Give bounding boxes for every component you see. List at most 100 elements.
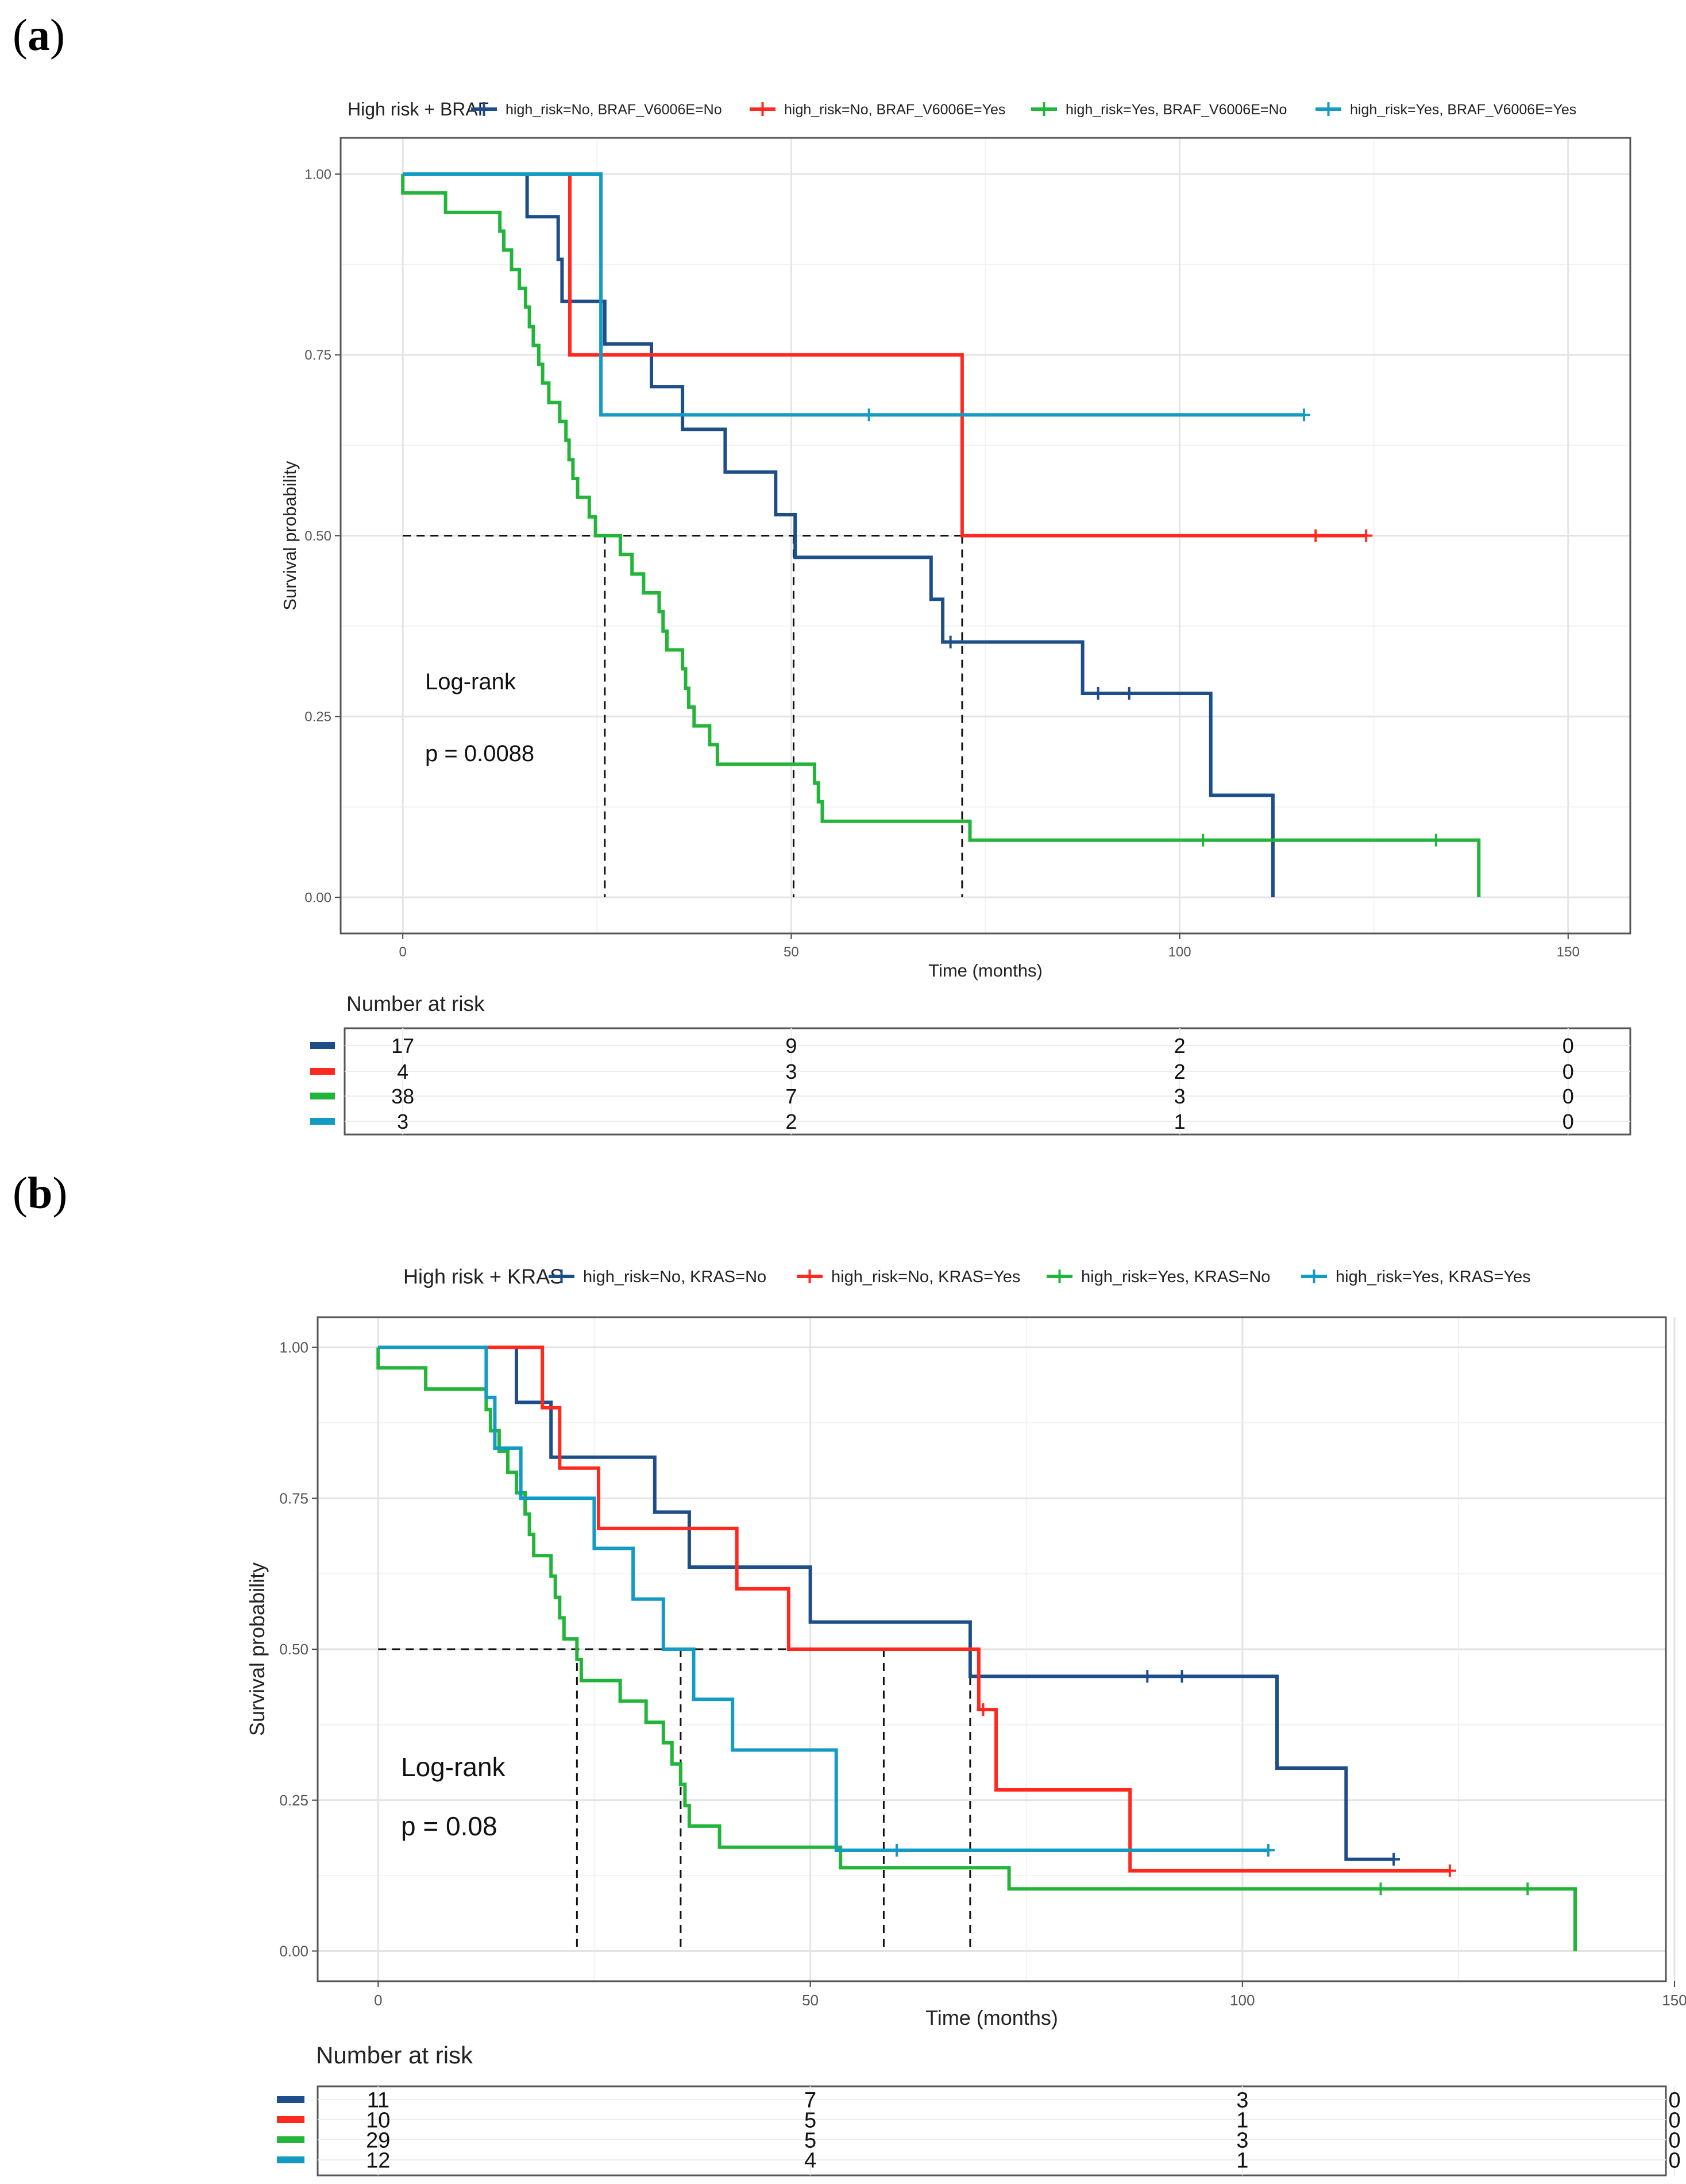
risk-table-border (344, 1027, 1631, 1136)
x-tick-label: 150 (1662, 1992, 1686, 2009)
risk-count: 1 (1236, 2149, 1248, 2173)
x-tick-label: 150 (1557, 944, 1580, 960)
risk-count: 5 (804, 2109, 816, 2133)
plot-border (339, 137, 1631, 935)
risk-count: 11 (367, 2089, 389, 2113)
logrank-label: Log-rank (425, 669, 516, 694)
risk-count: 0 (1562, 1110, 1574, 1133)
x-tick-label: 0 (374, 1992, 382, 2009)
y-tick-label: 0.50 (279, 1641, 308, 1658)
censor-mark (1309, 529, 1322, 542)
y-tick-label: 0.25 (304, 709, 331, 725)
km-curve-series-1 (403, 172, 1275, 897)
km-curve-series-4 (403, 172, 1304, 417)
censor-mark (1122, 686, 1136, 700)
km-curve-series-1 (378, 1345, 1394, 1861)
risk-count: 2 (1174, 1034, 1186, 1058)
censor-mark (1297, 408, 1310, 422)
risk-count: 0 (1562, 1034, 1574, 1058)
risk-count: 17 (391, 1034, 414, 1058)
p-value-label: p = 0.0088 (425, 741, 534, 766)
risk-count: 1 (1174, 1110, 1186, 1133)
censor-mark (1091, 686, 1105, 700)
risk-count: 3 (785, 1060, 797, 1083)
legend-item: high_risk=No, BRAF_V6006E=Yes (784, 102, 1005, 118)
risk-count: 0 (1562, 1060, 1574, 1083)
legend-item: high_risk=Yes, KRAS=No (1081, 1268, 1270, 1286)
risk-count: 7 (785, 1085, 797, 1108)
risk-count: 0 (1562, 1085, 1574, 1108)
km-curve-series-3 (401, 174, 1481, 897)
risk-table-border (317, 2085, 1667, 2177)
risk-count: 4 (397, 1060, 408, 1083)
x-tick-label: 0 (399, 944, 407, 960)
risk-count: 0 (1668, 2149, 1680, 2173)
censor-mark (862, 408, 875, 422)
censor-mark (1429, 834, 1442, 847)
y-tick-label: 1.00 (279, 1339, 308, 1356)
panel-b-label: (b) (13, 1168, 68, 1218)
legend-item: high_risk=No, KRAS=Yes (831, 1268, 1020, 1286)
censor-mark (1360, 529, 1373, 542)
y-tick-label: 0.75 (304, 348, 331, 363)
y-axis-label: Survival probability (280, 461, 300, 611)
risk-count: 2 (785, 1110, 797, 1133)
y-tick-label: 0.50 (304, 528, 331, 544)
risk-table-title: Number at risk (316, 2042, 473, 2069)
km-curve-series-4 (378, 1345, 1268, 1852)
censor-mark (890, 1843, 904, 1857)
legend-item: high_risk=Yes, KRAS=Yes (1336, 1268, 1531, 1286)
risk-count: 0 (1668, 2089, 1680, 2113)
legend-title: High risk + BRAF (348, 99, 489, 119)
censor-mark (1374, 1882, 1387, 1896)
risk-count: 38 (391, 1085, 414, 1108)
logrank-label: Log-rank (401, 1752, 506, 1782)
risk-count: 3 (397, 1110, 408, 1133)
censor-mark (977, 1703, 990, 1716)
risk-count: 5 (804, 2129, 816, 2153)
x-axis-label: Time (months) (925, 2006, 1058, 2029)
legend-item: high_risk=Yes, BRAF_V6006E=Yes (1350, 102, 1576, 118)
x-tick-label: 50 (784, 944, 799, 960)
risk-count: 2 (1174, 1060, 1186, 1083)
plot-border (317, 1316, 1667, 1982)
censor-mark (1197, 834, 1210, 847)
legend-item: high_risk=Yes, BRAF_V6006E=No (1066, 102, 1287, 118)
x-tick-label: 50 (802, 1992, 819, 2009)
risk-count: 7 (804, 2089, 816, 2113)
y-tick-label: 0.75 (279, 1490, 308, 1507)
y-tick-label: 0.25 (279, 1792, 308, 1809)
y-tick-label: 0.00 (304, 890, 331, 905)
risk-count: 0 (1668, 2109, 1680, 2133)
risk-count: 10 (366, 2109, 390, 2133)
legend-title: High risk + KRAS (403, 1265, 564, 1288)
censor-mark (1387, 1853, 1401, 1866)
risk-count: 1 (1236, 2109, 1248, 2133)
risk-count: 9 (785, 1034, 797, 1058)
risk-count: 3 (1236, 2089, 1248, 2113)
chart-b: High risk + KRAS high_risk=No, KRAS=No hig… (245, 1265, 1686, 2177)
risk-count: 4 (804, 2149, 816, 2173)
censor-mark (944, 635, 957, 649)
risk-count: 3 (1236, 2129, 1248, 2153)
p-value-label: p = 0.08 (401, 1811, 497, 1841)
risk-table-title: Number at risk (346, 992, 485, 1016)
x-axis-label: Time (months) (928, 960, 1043, 981)
legend-item: high_risk=No, BRAF_V6006E=No (506, 102, 722, 118)
x-tick-label: 100 (1230, 1992, 1255, 2009)
risk-count: 3 (1174, 1085, 1186, 1108)
legend-item: high_risk=No, KRAS=No (583, 1268, 766, 1286)
censor-mark (1175, 1670, 1189, 1683)
risk-count: 0 (1668, 2129, 1680, 2153)
censor-mark (1141, 1670, 1154, 1683)
censor-mark (1521, 1882, 1534, 1896)
panel-a-label: (a) (13, 10, 65, 60)
risk-count: 29 (366, 2129, 390, 2153)
km-curve-series-2 (378, 1345, 1450, 1873)
y-tick-label: 1.00 (304, 167, 331, 182)
y-axis-label: Survival probability (245, 1562, 269, 1736)
censor-mark (1261, 1843, 1275, 1857)
y-tick-label: 0.00 (279, 1943, 308, 1960)
censor-mark (1443, 1864, 1456, 1877)
